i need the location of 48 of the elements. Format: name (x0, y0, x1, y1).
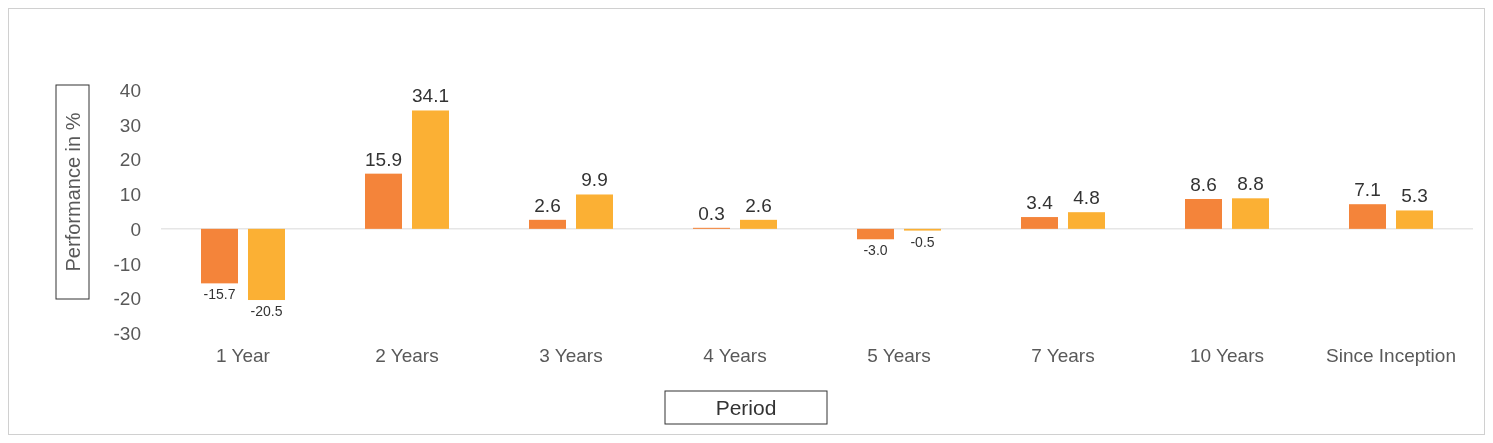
data-label: -0.5 (910, 233, 935, 250)
data-label: 2.6 (745, 194, 772, 216)
bar (529, 219, 566, 229)
x-tick-label: Since Inception (1326, 345, 1456, 366)
x-axis-title: Period (715, 396, 777, 419)
data-label: -3.0 (863, 242, 888, 259)
y-tick-label: 30 (119, 114, 141, 136)
x-tick-label: 3 Years (539, 345, 603, 366)
y-tick-label: -20 (113, 288, 141, 310)
y-tick-label: 10 (119, 184, 141, 206)
bar (857, 228, 894, 240)
data-label: 2.6 (534, 194, 561, 216)
bar (1185, 199, 1222, 229)
data-label: 9.9 (581, 169, 608, 191)
data-label: 34.1 (412, 85, 449, 107)
y-tick-label: 40 (119, 80, 141, 101)
y-axis-title: Performance in % (62, 112, 84, 272)
bar (1068, 212, 1105, 229)
bar (1232, 198, 1269, 229)
data-label: 15.9 (365, 148, 402, 170)
x-tick-label: 7 Years (1031, 345, 1095, 366)
data-label: 7.1 (1354, 179, 1381, 201)
bar (1349, 204, 1386, 229)
x-tick-label: 4 Years (703, 345, 767, 366)
bar (740, 219, 777, 229)
x-tick-label: 1 Year (216, 345, 271, 366)
x-tick-label: 2 Years (375, 345, 439, 366)
x-tick-label: 5 Years (867, 345, 931, 366)
y-tick-label: -30 (113, 323, 141, 344)
y-tick-label: 20 (119, 149, 141, 171)
data-label: 8.6 (1190, 174, 1217, 195)
bar (201, 228, 238, 284)
bar (248, 228, 285, 301)
x-tick-label: 10 Years (1190, 345, 1264, 366)
data-label: 0.3 (698, 202, 725, 224)
data-label: 4.8 (1073, 187, 1100, 209)
data-label: -20.5 (250, 303, 283, 320)
bar (1396, 210, 1433, 229)
data-label: -15.7 (203, 286, 236, 303)
bar (576, 194, 613, 229)
data-label: 5.3 (1401, 185, 1428, 207)
bar (1021, 217, 1058, 229)
y-tick-label: -10 (113, 253, 141, 275)
bar (412, 110, 449, 229)
bar (365, 173, 402, 229)
data-label: 8.8 (1237, 173, 1264, 195)
data-label: 3.4 (1026, 192, 1054, 214)
y-tick-label: 0 (130, 218, 141, 240)
